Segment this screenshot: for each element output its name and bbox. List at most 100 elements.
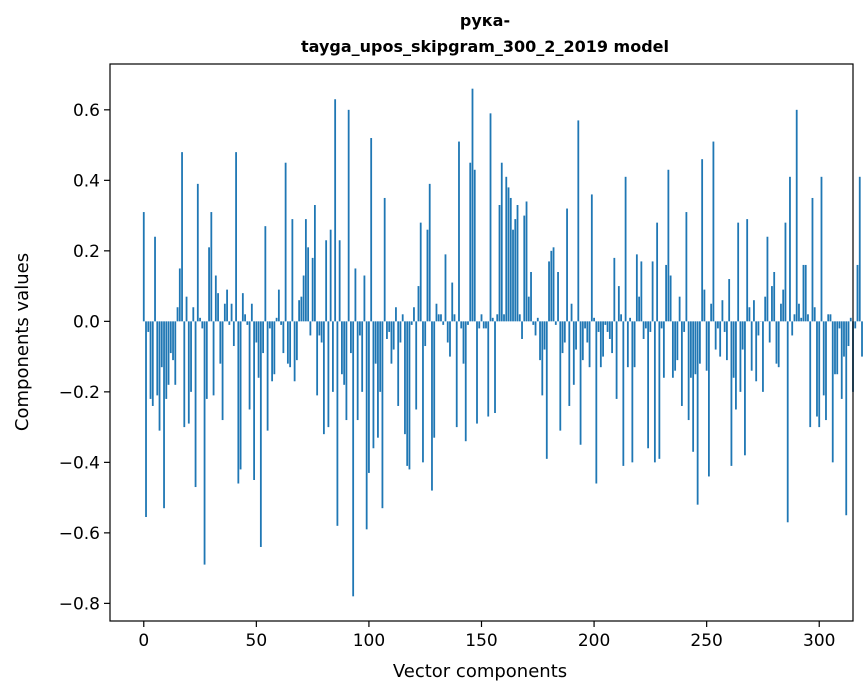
bar	[523, 215, 526, 322]
bar	[849, 317, 852, 322]
bar	[813, 307, 816, 322]
bar	[491, 317, 494, 322]
bar	[262, 321, 264, 354]
bar	[644, 321, 647, 329]
bar	[854, 321, 857, 329]
bar	[428, 183, 431, 322]
bar	[264, 226, 267, 322]
bar	[829, 314, 832, 322]
bar	[559, 321, 562, 431]
bar	[318, 321, 321, 336]
bar	[381, 321, 384, 509]
bar	[748, 307, 751, 322]
bar	[332, 321, 334, 392]
bar	[827, 314, 830, 322]
bar	[856, 264, 859, 322]
bar	[726, 321, 728, 361]
bar	[665, 264, 668, 322]
bar	[662, 321, 665, 378]
bar	[187, 321, 190, 424]
bar	[712, 141, 715, 322]
plot-frame	[109, 63, 854, 622]
bar	[307, 247, 310, 322]
bar	[464, 321, 467, 442]
bar	[440, 314, 442, 322]
bar	[584, 321, 586, 329]
bar	[442, 321, 445, 325]
bar	[228, 321, 231, 325]
bar	[692, 321, 695, 452]
bar	[239, 321, 242, 470]
x-axis-ticks: 0 50 100 150 200 250 300	[138, 621, 835, 651]
bar	[313, 205, 316, 322]
bar	[701, 159, 704, 322]
bar	[379, 321, 382, 392]
bar	[232, 321, 235, 347]
bar	[271, 321, 274, 382]
bar	[478, 321, 481, 329]
bar	[219, 321, 222, 364]
bar	[838, 321, 841, 329]
bar	[458, 141, 460, 322]
bar	[268, 321, 271, 329]
bar	[557, 271, 559, 322]
bar	[527, 296, 530, 322]
bar	[554, 321, 557, 325]
bar	[431, 321, 433, 491]
bar	[169, 321, 172, 354]
bar	[577, 120, 580, 322]
bar	[793, 314, 796, 322]
bar	[444, 254, 447, 322]
bar	[791, 321, 794, 336]
bar	[741, 321, 744, 350]
bar	[784, 222, 787, 322]
bar	[514, 219, 517, 322]
bar	[735, 321, 737, 410]
bar	[633, 321, 636, 368]
bar	[807, 314, 809, 322]
bar	[757, 321, 760, 336]
bar	[485, 321, 487, 329]
bar	[786, 321, 789, 523]
bar	[678, 296, 681, 322]
bar	[372, 321, 375, 449]
bar	[165, 321, 168, 399]
bar	[543, 321, 546, 350]
bar	[282, 321, 285, 354]
bar	[516, 205, 519, 322]
bar	[356, 321, 359, 421]
bar	[415, 321, 418, 410]
bar	[847, 321, 850, 347]
bar	[404, 321, 406, 435]
bar	[221, 321, 224, 421]
bar	[277, 289, 280, 322]
bar	[419, 222, 422, 322]
bar	[717, 321, 719, 329]
bar	[401, 314, 404, 322]
bar	[780, 303, 782, 322]
bar	[818, 321, 821, 428]
bar	[620, 314, 622, 322]
bar	[694, 321, 697, 375]
bar	[746, 219, 749, 322]
bar	[640, 261, 643, 322]
y-tick-label: 0.0	[73, 312, 100, 332]
bar	[302, 275, 305, 322]
y-tick-label: −0.8	[59, 594, 100, 614]
bar	[489, 113, 492, 322]
bar	[377, 321, 379, 438]
bar	[647, 321, 650, 449]
bar	[453, 314, 456, 322]
bar	[611, 321, 613, 354]
bar	[762, 321, 764, 392]
bar	[800, 317, 803, 322]
bar	[408, 321, 411, 470]
bar	[426, 229, 429, 322]
bar	[739, 321, 742, 392]
bar	[689, 321, 692, 378]
bar	[822, 321, 825, 396]
bar	[825, 321, 827, 421]
bar	[199, 317, 201, 322]
bar	[649, 321, 652, 332]
bar	[595, 321, 598, 484]
